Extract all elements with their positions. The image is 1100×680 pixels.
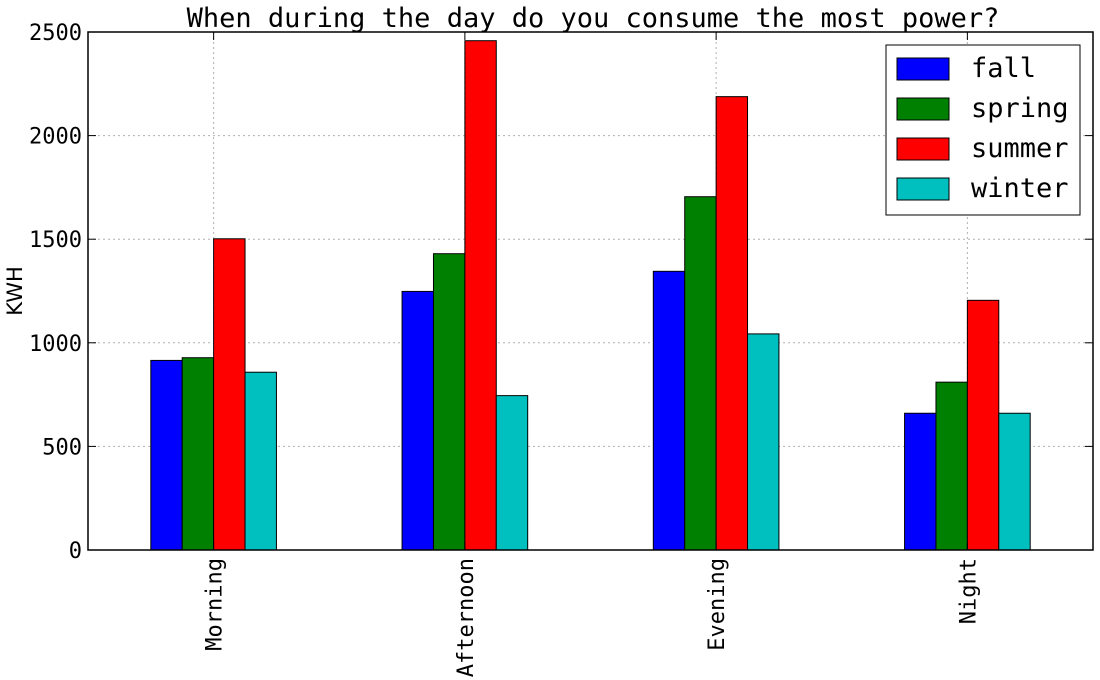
bar-summer-night: [966, 299, 1000, 551]
bar-summer-afternoon: [464, 40, 497, 551]
legend-label-summer: summer: [971, 133, 1069, 164]
legend-swatch-spring: [896, 97, 950, 121]
chart-title: When during the day do you consume the m…: [187, 3, 1000, 34]
x-tick-label: Night: [956, 558, 981, 624]
y-tick-label: 2500: [29, 21, 82, 46]
y-tick-label: 500: [42, 435, 82, 460]
y-tick-label: 1500: [29, 228, 82, 253]
plot-frame: [87, 31, 1094, 551]
bar-fall-afternoon: [401, 290, 434, 551]
bar-spring-afternoon: [432, 253, 466, 551]
legend-swatch-fall: [896, 57, 950, 81]
legend-label-fall: fall: [971, 53, 1036, 84]
bar-fall-evening: [652, 270, 686, 551]
bar-fall-night: [904, 412, 937, 551]
legend-swatch-winter: [896, 177, 950, 201]
legend-label-spring: spring: [971, 93, 1069, 124]
y-tick-label: 2000: [29, 125, 82, 150]
bar-fall-morning: [150, 359, 183, 551]
ticks: 0 500 1000 1500 2000 2500 Morning Afternoon Even…: [29, 21, 1093, 677]
bar-summer-evening: [715, 96, 749, 551]
y-axis-label: KWH: [3, 266, 27, 316]
x-tick-label: Morning: [203, 558, 228, 651]
legend: fall spring summer winter: [885, 44, 1081, 216]
y-tick-label: 1000: [29, 332, 82, 357]
legend-swatch-summer: [896, 137, 950, 161]
bar-winter-afternoon: [495, 395, 529, 551]
bar-spring-evening: [684, 196, 717, 551]
x-tick-label: Evening: [705, 558, 730, 651]
y-tick-label: 0: [69, 539, 82, 564]
bar-spring-night: [935, 381, 968, 551]
bars: [150, 40, 1031, 551]
bar-winter-morning: [244, 371, 277, 551]
bar-summer-morning: [213, 238, 246, 551]
bar-winter-evening: [747, 333, 780, 551]
x-tick-label: Afternoon: [454, 558, 479, 677]
bar-spring-morning: [181, 357, 215, 551]
bar-winter-night: [998, 412, 1031, 551]
legend-label-winter: winter: [971, 173, 1069, 204]
